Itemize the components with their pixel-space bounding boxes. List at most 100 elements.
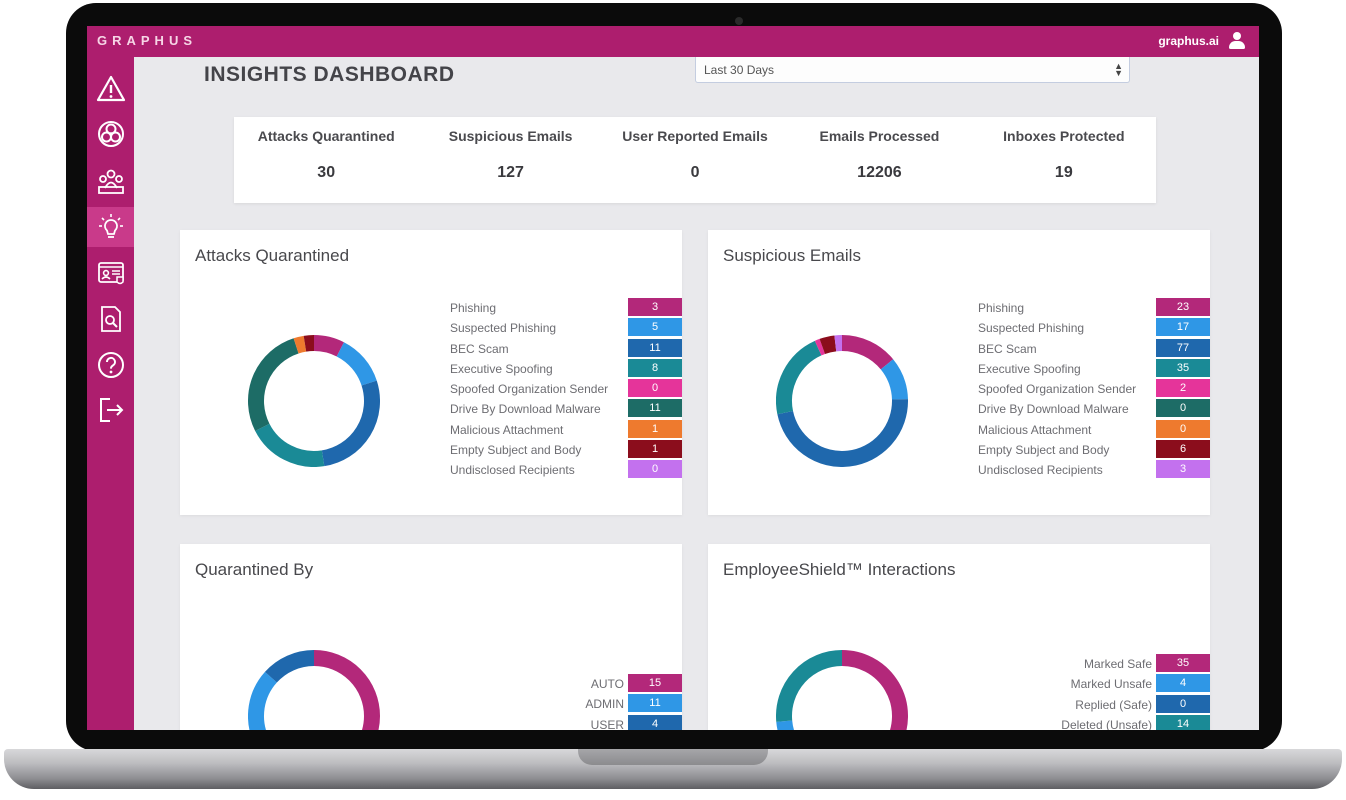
stat-label: Attacks Quarantined [257, 128, 395, 144]
donut-slice-drive-by-download-malware[interactable] [248, 338, 299, 431]
legend-row: USER 4 [450, 714, 682, 730]
user-icon[interactable] [1229, 32, 1245, 50]
donut-slice-bec-scam[interactable] [777, 399, 908, 467]
screen: GRAPHUS graphus.ai INSI [87, 26, 1259, 730]
donut-slice-suspected-phishing[interactable] [336, 342, 377, 386]
donut-slice-admin[interactable] [248, 671, 314, 730]
donut-slice-suspected-phishing[interactable] [880, 359, 908, 400]
sidebar-item-help[interactable] [87, 345, 134, 385]
donut-slice-user[interactable] [264, 650, 315, 683]
legend-count-badge: 35 [1156, 358, 1210, 377]
date-range-select[interactable]: Last 30 Days ▲ ▼ [695, 57, 1130, 83]
account-domain[interactable]: graphus.ai [1158, 34, 1219, 48]
document-search-icon [100, 306, 121, 332]
legend-label: AUTO [590, 677, 624, 691]
page-title: INSIGHTS DASHBOARD [204, 63, 455, 86]
attacks-donut-chart [248, 335, 380, 467]
quarantined-by-donut-chart [248, 650, 380, 730]
legend-row: Replied (Safe) 0 [978, 694, 1210, 715]
legend-count-badge: 1 [628, 419, 682, 438]
donut-slice-bec-scam[interactable] [321, 380, 380, 467]
legend-label: Drive By Download Malware [450, 402, 601, 417]
sidebar-item-insights[interactable] [87, 207, 134, 247]
donut-slice-phishing[interactable] [841, 335, 894, 370]
legend-row: Marked Safe 35 [978, 654, 1210, 674]
legend-count-badge: 0 [628, 379, 682, 398]
legend-row: Malicious Attachment 1 [450, 419, 682, 440]
donut-slice-empty-subject-and-body[interactable] [303, 335, 315, 352]
legend-label: Malicious Attachment [450, 422, 564, 437]
stat-value: 0 [690, 164, 700, 181]
donut-slice-phishing[interactable] [313, 335, 344, 357]
legend-row: Empty Subject and Body 1 [450, 440, 682, 460]
suspicious-legend: Phishing 23 Suspected Phishing 17 BEC Scam 77… [978, 298, 1210, 481]
sidebar-item-alerts[interactable] [87, 69, 134, 109]
legend-label: Malicious Attachment [978, 422, 1092, 437]
sidebar-item-employeeshield[interactable] [87, 253, 134, 293]
legend-row: Drive By Download Malware 11 [450, 399, 682, 419]
donut-slice-malicious-attachment[interactable] [293, 335, 307, 354]
graphus-logo[interactable]: GRAPHUS [97, 33, 198, 48]
legend-count-badge: 3 [628, 298, 682, 316]
shielded-users-icon [97, 262, 124, 285]
legend-label: ADMIN [585, 697, 624, 712]
select-arrows-icon: ▲ ▼ [1114, 61, 1123, 78]
card-title: EmployeeShield™ Interactions [723, 560, 956, 579]
legend-row: Malicious Attachment 0 [978, 419, 1210, 440]
legend-label: Empty Subject and Body [978, 443, 1110, 458]
legend-label: Suspected Phishing [978, 321, 1085, 336]
sidebar-item-threats[interactable] [87, 114, 134, 154]
legend-label: BEC Scam [978, 341, 1037, 356]
donut-slice-spoofed-organization-sender[interactable] [814, 338, 826, 356]
sidebar-item-reports[interactable] [87, 299, 134, 339]
card-title: Suspicious Emails [723, 246, 861, 265]
stat-user-reported-emails: User Reported Emails 0 [603, 117, 787, 203]
stat-value: 19 [1054, 164, 1073, 181]
stat-value: 12206 [857, 164, 902, 181]
legend-row: Phishing 3 [450, 298, 682, 318]
donut-slice-marked-unsafe[interactable] [776, 720, 795, 730]
legend-label: Executive Spoofing [450, 361, 553, 376]
legend-label: Spoofed Organization Sender [978, 382, 1137, 397]
account-menu[interactable]: graphus.ai [1158, 32, 1245, 50]
legend-count-badge: 11 [628, 399, 682, 418]
legend-count-badge: 15 [628, 674, 682, 692]
legend-label: Empty Subject and Body [450, 443, 582, 458]
sidebar-item-logout[interactable] [87, 390, 134, 430]
stat-emails-processed: Emails Processed 12206 [787, 117, 971, 203]
donut-slice-executive-spoofing[interactable] [255, 423, 325, 467]
help-circle-icon [97, 352, 124, 378]
legend-label: Suspected Phishing [450, 321, 557, 336]
legend-count-badge: 0 [1156, 399, 1210, 418]
legend-row: Spoofed Organization Sender 0 [450, 379, 682, 399]
donut-slice-auto[interactable] [313, 650, 380, 730]
legend-count-badge: 1 [628, 440, 682, 459]
legend-label: Deleted (Unsafe) [1061, 717, 1152, 730]
legend-row: Spoofed Organization Sender 2 [978, 379, 1210, 399]
donut-slice-marked-safe[interactable] [793, 650, 908, 730]
donut-slice-deleted-unsafe-[interactable] [776, 650, 843, 722]
donut-slice-empty-subject-and-body[interactable] [819, 335, 837, 355]
legend-row: BEC Scam 11 [450, 338, 682, 359]
quarantined-by-legend: AUTO 15 ADMIN 11 USER 4 [450, 674, 682, 730]
legend-count-badge: 5 [628, 318, 682, 337]
stat-label: User Reported Emails [622, 128, 768, 144]
quarantined-by-card: Quarantined By AUTO 15 ADMIN 11 USER 4 [180, 544, 682, 730]
legend-label: Undisclosed Recipients [450, 463, 575, 478]
legend-count-badge: 8 [628, 358, 682, 377]
laptop-notch [578, 749, 768, 765]
legend-label: Phishing [450, 301, 497, 315]
stat-label: Inboxes Protected [1003, 128, 1125, 144]
legend-count-badge: 17 [1156, 318, 1210, 337]
sidebar-item-users[interactable] [87, 161, 134, 201]
suspicious-donut-chart [776, 335, 908, 467]
legend-row: Undisclosed Recipients 0 [450, 460, 682, 480]
legend-row: Suspected Phishing 17 [978, 318, 1210, 338]
legend-count-badge: 3 [1156, 460, 1210, 479]
attacks-legend: Phishing 3 Suspected Phishing 5 BEC Scam 11 Ex… [450, 298, 682, 481]
legend-count-badge: 35 [1156, 654, 1210, 672]
legend-label: Marked Safe [1083, 657, 1152, 671]
card-title: Quarantined By [195, 560, 314, 579]
donut-slice-executive-spoofing[interactable] [776, 340, 822, 415]
legend-row: Drive By Download Malware 0 [978, 399, 1210, 419]
